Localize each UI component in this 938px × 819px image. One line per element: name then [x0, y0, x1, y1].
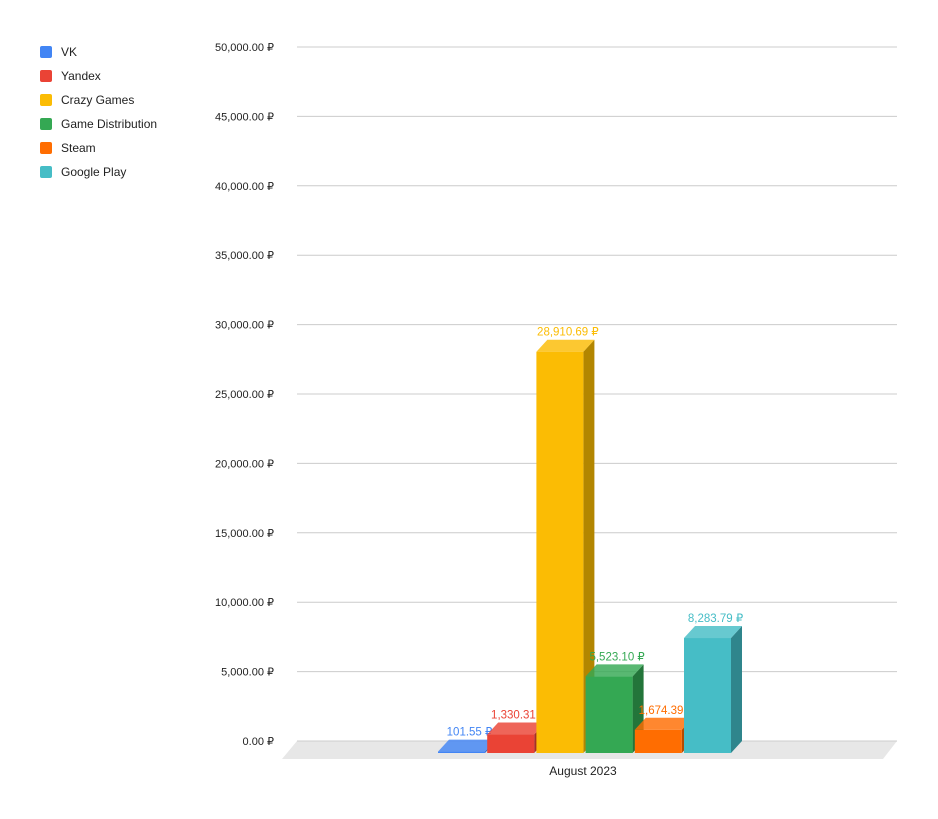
legend-label-crazy-games: Crazy Games — [61, 93, 135, 107]
bar-top — [487, 722, 546, 735]
y-tick-label: 45,000.00 ₽ — [215, 111, 274, 123]
bar-crazy-games — [536, 339, 595, 753]
data-label-crazy-games: 28,910.69 ₽ — [537, 327, 599, 339]
legend-swatch-google-play — [40, 166, 52, 178]
legend-label-vk: VK — [61, 45, 78, 59]
x-category-label: August 2023 — [549, 764, 617, 778]
y-tick-label: 50,000.00 ₽ — [215, 42, 274, 54]
legend-swatch-vk — [40, 46, 52, 58]
data-label-game-distribution: 5,523.10 ₽ — [589, 651, 644, 663]
legend-item-yandex[interactable]: Yandex — [40, 64, 157, 88]
y-tick-label: 10,000.00 ₽ — [215, 597, 274, 609]
bar-front — [536, 351, 584, 753]
legend-item-game-distribution[interactable]: Game Distribution — [40, 112, 157, 136]
bar-front — [487, 734, 535, 753]
legend-swatch-yandex — [40, 70, 52, 82]
y-tick-label: 20,000.00 ₽ — [215, 458, 274, 470]
bar-front — [634, 729, 682, 753]
bar-front — [684, 638, 731, 753]
legend-item-google-play[interactable]: Google Play — [40, 160, 157, 184]
legend-item-crazy-games[interactable]: Crazy Games — [40, 88, 157, 112]
bar-top — [684, 626, 742, 639]
legend-label-steam: Steam — [61, 141, 96, 155]
bar-front — [438, 751, 485, 753]
legend: VK Yandex Crazy Games Game Distribution … — [40, 40, 157, 184]
legend-item-vk[interactable]: VK — [40, 40, 157, 64]
y-tick-label: 15,000.00 ₽ — [215, 528, 274, 540]
data-label-vk: 101.55 ₽ — [447, 727, 493, 739]
bar-top — [536, 339, 595, 352]
legend-label-game-distribution: Game Distribution — [61, 117, 158, 131]
legend-swatch-steam — [40, 142, 52, 154]
bar-side — [583, 339, 595, 753]
data-label-steam: 1,674.39 ₽ — [639, 705, 694, 717]
legend-swatch-crazy-games — [40, 94, 52, 106]
bar-top — [438, 739, 496, 752]
legend-label-yandex: Yandex — [61, 69, 101, 83]
legend-label-google-play: Google Play — [61, 165, 127, 179]
y-tick-label: 30,000.00 ₽ — [215, 320, 274, 332]
y-tick-label: 35,000.00 ₽ — [215, 250, 274, 262]
bar-top — [585, 664, 644, 677]
data-label-google-play: 8,283.79 ₽ — [688, 613, 743, 625]
bar-side — [731, 626, 742, 753]
legend-item-steam[interactable]: Steam — [40, 136, 157, 160]
bar-top — [634, 717, 693, 730]
legend-swatch-game-distribution — [40, 118, 52, 130]
y-tick-label: 25,000.00 ₽ — [215, 389, 274, 401]
bar-google-play — [684, 626, 742, 753]
y-tick-label: 5,000.00 ₽ — [221, 667, 274, 679]
y-tick-label: 0.00 ₽ — [243, 736, 274, 748]
bar-front — [585, 676, 633, 753]
y-tick-label: 40,000.00 ₽ — [215, 181, 274, 193]
data-label-yandex: 1,330.31 ₽ — [491, 710, 546, 722]
bar-steam — [634, 717, 693, 753]
